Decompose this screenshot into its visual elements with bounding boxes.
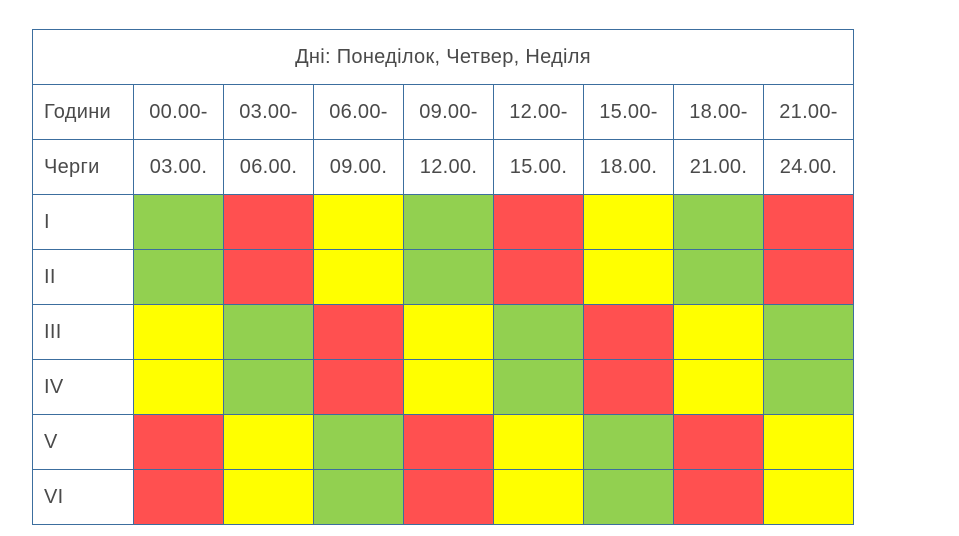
status-cell-yellow [763,469,854,525]
queue-row: V [32,414,854,470]
status-cell-yellow [223,414,314,470]
status-cell-yellow [673,304,764,360]
start-time-cell: 00.00- [133,84,224,140]
status-cell-yellow [583,194,674,250]
status-cell-green [133,194,224,250]
status-cell-green [583,414,674,470]
days-title: Дні: Понеділок, Четвер, Неділя [32,29,854,85]
queue-row: I [32,194,854,250]
status-cell-yellow [673,359,764,415]
end-time-cell: 21.00. [673,139,764,195]
status-cell-red [673,414,764,470]
status-cell-yellow [223,469,314,525]
status-cell-yellow [493,414,584,470]
status-cell-red [313,304,404,360]
start-time-cell: 18.00- [673,84,764,140]
status-cell-yellow [313,249,404,305]
status-cell-green [133,249,224,305]
status-cell-red [493,194,584,250]
status-cell-red [133,469,224,525]
queues-label: Черги [32,139,134,195]
queue-label: I [32,194,134,250]
start-time-cell: 06.00- [313,84,404,140]
queue-row: III [32,304,854,360]
status-cell-red [493,249,584,305]
end-time-cell: 24.00. [763,139,854,195]
status-cell-red [133,414,224,470]
start-time-cell: 21.00- [763,84,854,140]
queue-label: V [32,414,134,470]
status-cell-yellow [493,469,584,525]
queue-label: II [32,249,134,305]
outage-schedule-table: Дні: Понеділок, Четвер, Неділя Години 00… [32,29,854,525]
status-cell-green [763,359,854,415]
end-time-cell: 06.00. [223,139,314,195]
queue-label: III [32,304,134,360]
start-time-cell: 12.00- [493,84,584,140]
schedule-container: Дні: Понеділок, Четвер, Неділя Години 00… [32,29,854,525]
status-cell-red [403,414,494,470]
hours-row: Години 00.00- 03.00- 06.00- 09.00- 12.00- 15.… [32,84,854,140]
status-cell-green [763,304,854,360]
status-cell-green [673,194,764,250]
status-cell-red [313,359,404,415]
status-cell-green [673,249,764,305]
status-cell-green [583,469,674,525]
start-time-cell: 09.00- [403,84,494,140]
status-cell-green [313,469,404,525]
status-cell-green [493,304,584,360]
status-cell-green [313,414,404,470]
status-cell-red [583,359,674,415]
hours-label: Години [32,84,134,140]
status-cell-green [223,359,314,415]
status-cell-yellow [403,304,494,360]
status-cell-red [763,249,854,305]
start-time-cell: 15.00- [583,84,674,140]
status-cell-red [583,304,674,360]
status-cell-red [403,469,494,525]
start-time-cell: 03.00- [223,84,314,140]
queue-row: II [32,249,854,305]
status-cell-yellow [583,249,674,305]
status-cell-red [673,469,764,525]
queues-header-row: Черги 03.00. 06.00. 09.00. 12.00. 15.00. 18.0… [32,139,854,195]
queue-label: VI [32,469,134,525]
status-cell-yellow [403,359,494,415]
end-time-cell: 18.00. [583,139,674,195]
queue-row: VI [32,469,854,525]
end-time-cell: 09.00. [313,139,404,195]
status-cell-green [223,304,314,360]
end-time-cell: 15.00. [493,139,584,195]
status-cell-yellow [133,304,224,360]
status-cell-yellow [133,359,224,415]
title-row: Дні: Понеділок, Четвер, Неділя [32,29,854,85]
status-cell-red [223,249,314,305]
status-cell-green [403,249,494,305]
status-cell-green [403,194,494,250]
end-time-cell: 03.00. [133,139,224,195]
end-time-cell: 12.00. [403,139,494,195]
queue-label: IV [32,359,134,415]
status-cell-yellow [313,194,404,250]
queue-row: IV [32,359,854,415]
status-cell-yellow [763,414,854,470]
status-cell-red [223,194,314,250]
status-cell-green [493,359,584,415]
status-cell-red [763,194,854,250]
